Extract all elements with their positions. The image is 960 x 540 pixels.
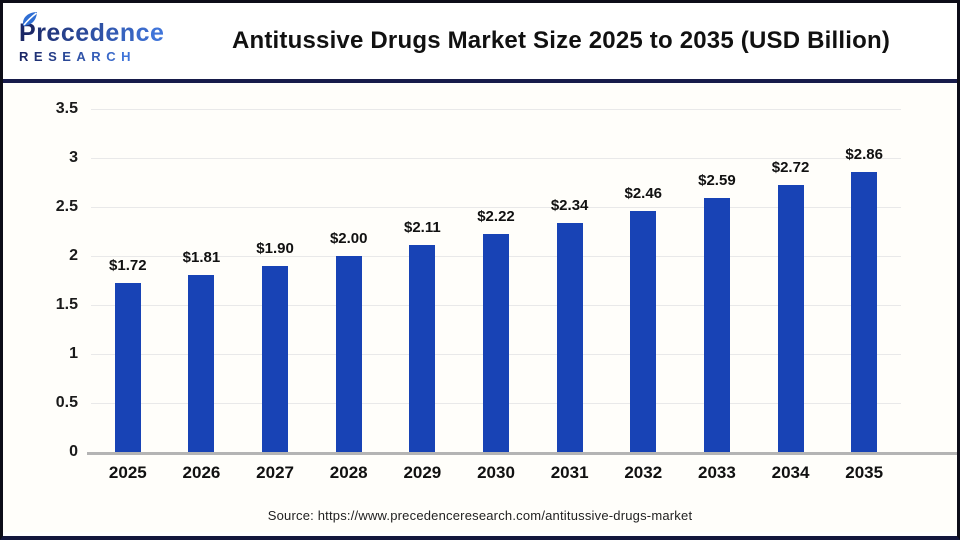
logo-letter: E	[62, 48, 77, 64]
y-tick-label: 2.5	[55, 198, 78, 215]
logo-letter: e	[75, 19, 90, 48]
plot-area: 0 0.5 1 1.5 2 2.5 3 3.5 $1.72 2025 $1.81 2026 $1.90 2…	[56, 100, 957, 482]
bar-value-label: $1.72	[109, 257, 147, 275]
leaf-icon	[22, 12, 37, 27]
logo-letter: e	[105, 19, 120, 48]
bar-value-label: $1.90	[256, 239, 294, 257]
x-tick-label: 2028	[329, 463, 368, 482]
x-axis-line	[87, 452, 957, 455]
gridline	[91, 158, 901, 159]
bar	[335, 256, 362, 452]
logo-letter: A	[76, 48, 92, 64]
chart-title: Antitussive Drugs Market Size 2025 to 20…	[231, 27, 891, 54]
logo-letter: c	[135, 19, 151, 48]
logo-letter: P	[19, 19, 37, 48]
logo-letter: e	[46, 19, 61, 48]
gridline	[91, 109, 901, 110]
bar	[409, 245, 436, 452]
x-tick-label: 2033	[697, 463, 736, 482]
bar-value-label: $1.81	[182, 248, 221, 266]
logo-wordmark: Precedence	[19, 20, 187, 46]
logo-letter: n	[119, 19, 136, 48]
x-tick-label: 2027	[256, 463, 294, 482]
logo-letter: R	[91, 48, 107, 64]
gridline	[91, 207, 901, 208]
bar	[556, 222, 583, 452]
logo-letter: R	[19, 48, 34, 64]
logo-letter: c	[60, 19, 76, 48]
bar	[851, 171, 878, 452]
y-tick-label: 0	[69, 443, 78, 460]
x-tick-label: 2032	[624, 463, 663, 482]
bar-value-label: $2.00	[329, 230, 368, 247]
bar-value-label: $2.22	[477, 208, 515, 226]
logo-letter: C	[106, 48, 122, 64]
logo-research-line: RESEARCH	[19, 49, 187, 64]
x-tick-label: 2030	[477, 463, 515, 482]
x-tick-label: 2035	[845, 463, 884, 482]
bar	[262, 265, 289, 452]
logo-letter: S	[48, 48, 63, 64]
bar-value-label: $2.11	[404, 219, 441, 237]
precedence-research-logo: Precedence RESEARCH	[19, 12, 187, 64]
y-tick-label: 1	[69, 345, 78, 362]
x-tick-label: 2026	[182, 463, 221, 482]
y-tick-label: 3	[69, 149, 78, 166]
bar-value-label: $2.34	[550, 196, 589, 214]
logo-letter: r	[36, 19, 47, 48]
logo-letter: E	[33, 48, 49, 64]
x-tick-label: 2034	[771, 463, 810, 482]
bar-value-label: $2.72	[771, 159, 810, 177]
x-tick-label: 2025	[108, 463, 147, 482]
bar	[114, 283, 141, 452]
y-tick-label: 3.5	[55, 100, 78, 117]
logo-letter: d	[89, 19, 106, 48]
logo-letter: e	[150, 19, 165, 48]
x-tick-label: 2031	[550, 463, 589, 482]
bar-chart: 0 0.5 1 1.5 2 2.5 3 3.5 $1.72 2025 $1.81 2026 $1.90 2…	[3, 83, 957, 532]
y-tick-label: 2	[69, 247, 78, 264]
bar-value-label: $2.86	[845, 145, 883, 163]
y-tick-label: 1.5	[55, 296, 78, 313]
bar-value-label: $2.46	[624, 184, 663, 202]
logo-letter: H	[121, 48, 136, 64]
bar	[188, 274, 215, 452]
header: Precedence RESEARCH Antitussive Drugs Ma…	[3, 3, 957, 83]
y-tick-label: 0.5	[55, 394, 78, 411]
x-tick-label: 2029	[403, 463, 442, 482]
source-note: Source: https://www.precedenceresearch.c…	[267, 508, 693, 523]
bar	[777, 185, 804, 452]
bar-value-label: $2.59	[698, 172, 736, 190]
bar	[630, 210, 657, 452]
bar	[703, 198, 730, 452]
bar	[483, 234, 509, 452]
